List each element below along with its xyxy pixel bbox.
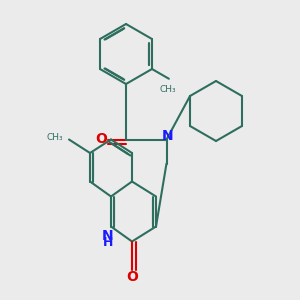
Text: O: O	[95, 132, 107, 146]
Text: H: H	[103, 236, 113, 249]
Text: N: N	[161, 130, 173, 143]
Text: O: O	[127, 270, 139, 283]
Text: N: N	[102, 229, 114, 242]
Text: CH₃: CH₃	[46, 134, 63, 142]
Text: CH₃: CH₃	[159, 85, 176, 94]
